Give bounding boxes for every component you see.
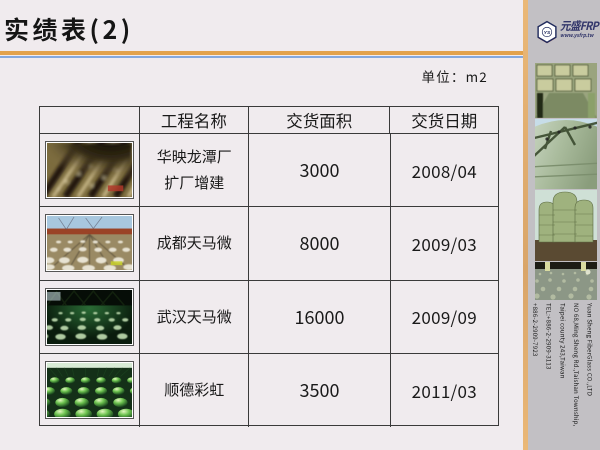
svg-text:YS: YS <box>544 30 551 36</box>
